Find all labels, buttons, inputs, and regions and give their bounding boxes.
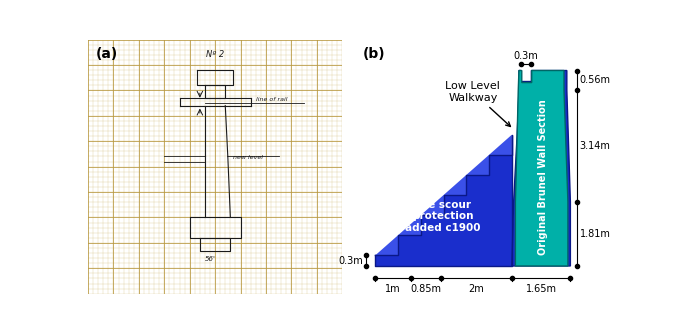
Polygon shape bbox=[512, 71, 571, 266]
Text: 0.3m: 0.3m bbox=[339, 256, 364, 266]
Text: Toe scour
protection
added c1900: Toe scour protection added c1900 bbox=[405, 200, 480, 233]
Polygon shape bbox=[515, 71, 568, 266]
Text: 2m: 2m bbox=[469, 284, 484, 294]
Text: 1m: 1m bbox=[385, 284, 401, 294]
Text: 1.65m: 1.65m bbox=[525, 284, 557, 294]
Text: Low Level
Walkway: Low Level Walkway bbox=[445, 81, 510, 126]
Text: 0.3m: 0.3m bbox=[514, 50, 538, 61]
Text: line of rail: line of rail bbox=[256, 97, 287, 102]
Text: Nº 2: Nº 2 bbox=[206, 50, 224, 59]
Text: new level: new level bbox=[233, 155, 263, 160]
Text: Original Brunel Wall Section: Original Brunel Wall Section bbox=[538, 99, 549, 255]
Text: 0.85m: 0.85m bbox=[410, 284, 441, 294]
Text: 3.14m: 3.14m bbox=[580, 141, 610, 151]
Text: 1.81m: 1.81m bbox=[580, 229, 610, 239]
Polygon shape bbox=[375, 135, 512, 266]
Text: (a): (a) bbox=[96, 47, 118, 61]
Polygon shape bbox=[375, 135, 512, 266]
Text: 0.56m: 0.56m bbox=[580, 76, 610, 85]
Text: 56': 56' bbox=[205, 256, 216, 262]
Text: (b): (b) bbox=[363, 48, 386, 61]
